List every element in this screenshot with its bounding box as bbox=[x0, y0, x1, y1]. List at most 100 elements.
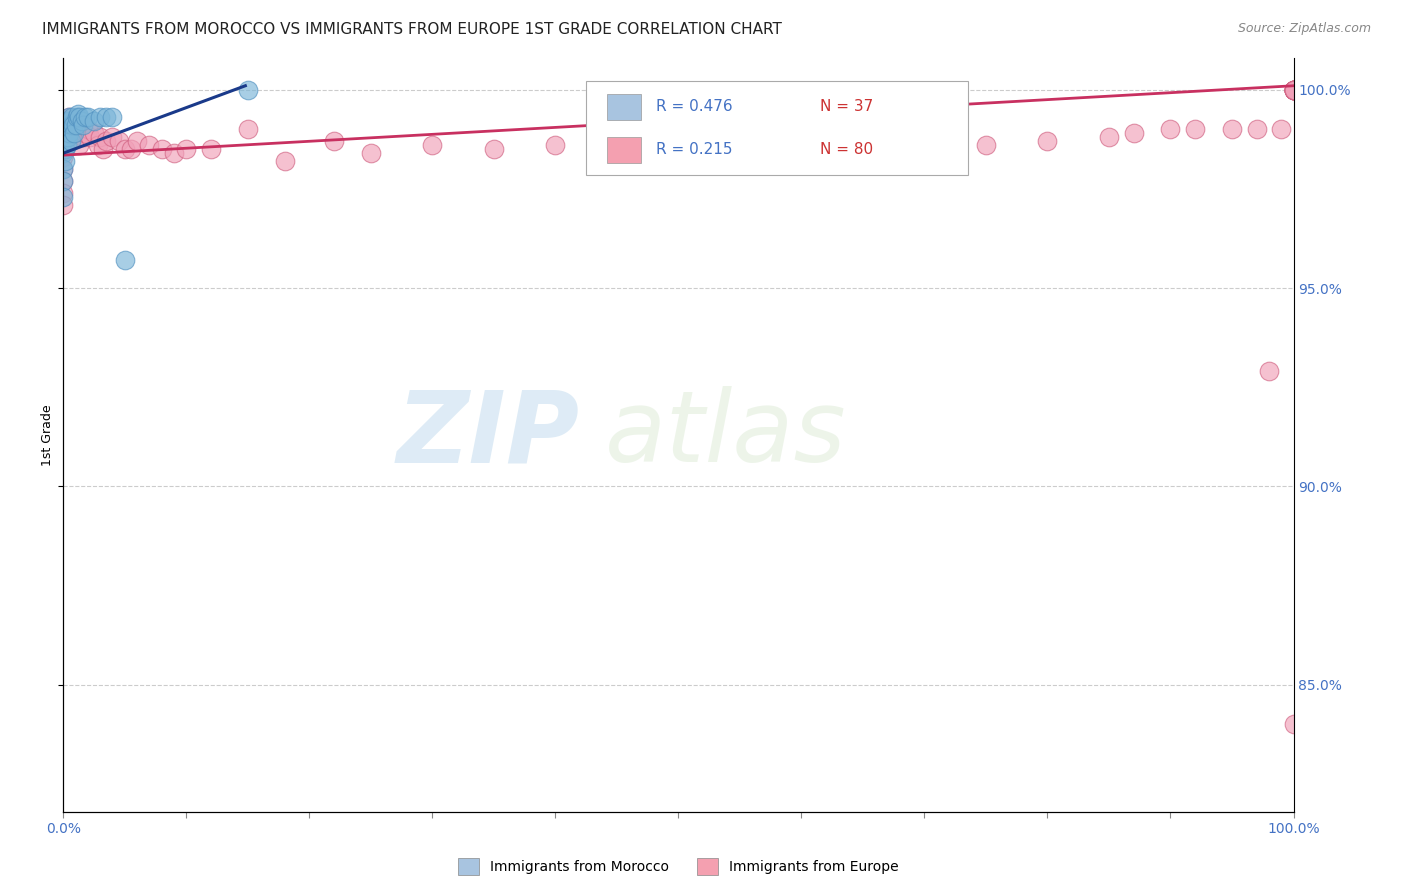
Point bbox=[114, 253, 136, 268]
Point bbox=[60, 130, 83, 145]
Point bbox=[53, 138, 76, 153]
Point bbox=[482, 142, 505, 156]
Point bbox=[96, 111, 118, 125]
Point bbox=[58, 127, 80, 141]
Point bbox=[138, 138, 160, 153]
Text: ZIP: ZIP bbox=[396, 386, 579, 483]
Point bbox=[59, 134, 82, 148]
Point bbox=[52, 142, 75, 156]
Point bbox=[52, 198, 75, 212]
Point bbox=[236, 122, 259, 136]
Point bbox=[52, 190, 75, 204]
Point bbox=[75, 111, 97, 125]
FancyBboxPatch shape bbox=[607, 94, 641, 120]
Text: R = 0.215: R = 0.215 bbox=[657, 142, 733, 157]
Point bbox=[1184, 122, 1206, 136]
Point bbox=[163, 146, 186, 161]
Point bbox=[76, 111, 98, 125]
Point bbox=[55, 134, 77, 148]
Point bbox=[67, 106, 90, 120]
Point bbox=[544, 138, 567, 153]
Point bbox=[53, 127, 76, 141]
Point bbox=[323, 134, 346, 148]
Point bbox=[56, 138, 79, 153]
Point bbox=[974, 138, 997, 153]
Point bbox=[1282, 83, 1305, 97]
Y-axis label: 1st Grade: 1st Grade bbox=[41, 404, 55, 466]
Point bbox=[52, 150, 75, 164]
Point bbox=[1098, 130, 1121, 145]
Point bbox=[53, 142, 76, 156]
Point bbox=[360, 146, 382, 161]
Point bbox=[72, 119, 94, 133]
Point bbox=[53, 114, 76, 128]
Point bbox=[790, 142, 813, 156]
Point bbox=[87, 138, 110, 153]
Point bbox=[1282, 83, 1305, 97]
Point bbox=[52, 122, 75, 136]
Point bbox=[66, 127, 89, 141]
Point bbox=[200, 142, 222, 156]
Point bbox=[70, 119, 93, 133]
Point bbox=[120, 142, 142, 156]
Point bbox=[56, 134, 79, 148]
Point bbox=[236, 83, 259, 97]
Text: N = 37: N = 37 bbox=[820, 98, 873, 113]
Point bbox=[1282, 83, 1305, 97]
Point bbox=[52, 174, 75, 188]
Point bbox=[107, 134, 129, 148]
Point bbox=[1246, 122, 1268, 136]
Point bbox=[89, 130, 111, 145]
Point bbox=[53, 154, 76, 169]
Point bbox=[52, 134, 75, 148]
Point bbox=[56, 119, 79, 133]
Point bbox=[52, 122, 75, 136]
Point bbox=[72, 130, 94, 145]
Point bbox=[852, 146, 875, 161]
Point bbox=[66, 111, 89, 125]
Point bbox=[52, 186, 75, 200]
Point bbox=[55, 114, 77, 128]
Point bbox=[67, 138, 90, 153]
Point bbox=[52, 162, 75, 177]
Point bbox=[127, 134, 148, 148]
Point bbox=[422, 138, 444, 153]
Point bbox=[1282, 83, 1305, 97]
Point bbox=[79, 130, 101, 145]
Point bbox=[114, 142, 136, 156]
Point bbox=[1122, 127, 1144, 141]
Point bbox=[1282, 83, 1305, 97]
Point bbox=[70, 114, 93, 128]
Text: N = 80: N = 80 bbox=[820, 142, 873, 157]
Point bbox=[60, 111, 83, 125]
Point bbox=[58, 111, 80, 125]
Text: IMMIGRANTS FROM MOROCCO VS IMMIGRANTS FROM EUROPE 1ST GRADE CORRELATION CHART: IMMIGRANTS FROM MOROCCO VS IMMIGRANTS FR… bbox=[42, 22, 782, 37]
Point bbox=[60, 114, 83, 128]
Point bbox=[55, 122, 77, 136]
Text: Source: ZipAtlas.com: Source: ZipAtlas.com bbox=[1237, 22, 1371, 36]
Point bbox=[53, 119, 76, 133]
Point bbox=[65, 119, 87, 133]
Legend: Immigrants from Morocco, Immigrants from Europe: Immigrants from Morocco, Immigrants from… bbox=[453, 852, 904, 880]
Point bbox=[67, 130, 90, 145]
Point bbox=[1257, 364, 1279, 378]
Point bbox=[59, 119, 82, 133]
Point bbox=[96, 134, 118, 148]
Point bbox=[1160, 122, 1182, 136]
Point bbox=[1282, 717, 1305, 731]
Point bbox=[62, 122, 84, 136]
Point bbox=[83, 114, 105, 128]
Point bbox=[76, 122, 98, 136]
Point bbox=[56, 130, 79, 145]
Point bbox=[53, 130, 76, 145]
Point bbox=[1282, 83, 1305, 97]
Point bbox=[1282, 83, 1305, 97]
Point bbox=[63, 127, 86, 141]
Point bbox=[75, 127, 97, 141]
Point bbox=[58, 127, 80, 141]
Point bbox=[83, 127, 105, 141]
Point bbox=[1282, 83, 1305, 97]
Point bbox=[89, 111, 111, 125]
Point bbox=[91, 142, 114, 156]
Point bbox=[56, 114, 79, 128]
